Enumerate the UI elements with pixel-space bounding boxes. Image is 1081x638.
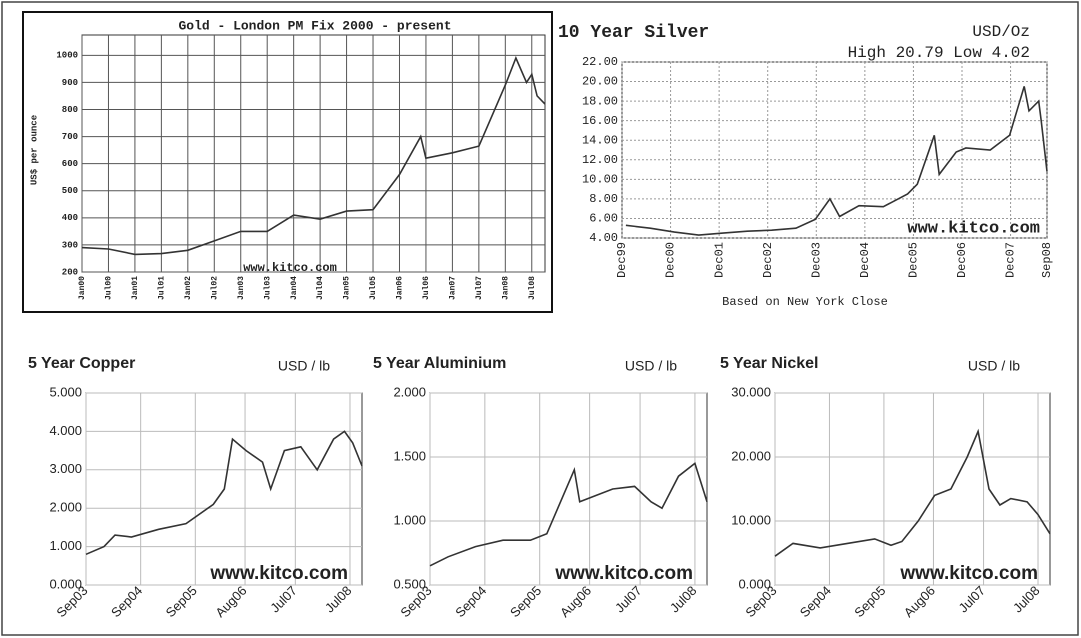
- x-tick-label: Jan06: [396, 276, 405, 300]
- price-line: [85, 430, 363, 556]
- x-tick-label: Jul01: [157, 276, 166, 300]
- high-low-label: High 20.79 Low 4.02: [848, 44, 1030, 62]
- y-tick-label: 20.000: [731, 448, 771, 463]
- chart-title: 10 Year Silver: [558, 23, 709, 43]
- y-tick-label: 1.500: [393, 448, 426, 463]
- watermark: www.kitco.com: [209, 563, 348, 584]
- chart-title: 5 Year Aluminium: [373, 355, 506, 372]
- y-tick-label: 900: [62, 78, 78, 88]
- x-tick-label: Jan00: [78, 276, 87, 300]
- y-tick-label: 4.00: [589, 231, 618, 245]
- y-tick-label: 30.000: [731, 384, 771, 399]
- x-tick-label: Jul00: [105, 276, 114, 300]
- x-tick-label: Jan04: [290, 276, 299, 300]
- plot-area: [81, 34, 546, 273]
- x-tick-label: Jan05: [343, 276, 352, 300]
- x-tick-label: Dec04: [858, 242, 872, 278]
- x-tick-label: Dec02: [761, 242, 775, 278]
- y-tick-label: 10.000: [731, 512, 771, 527]
- units-label: USD / lb: [278, 358, 330, 374]
- x-tick-label: Dec03: [809, 242, 823, 278]
- price-line: [429, 462, 708, 567]
- x-tick-label: Jul06: [422, 276, 431, 300]
- units-label: USD / lb: [968, 358, 1020, 374]
- y-tick-label: 500: [62, 186, 78, 196]
- y-tick-label: 14.00: [582, 133, 618, 147]
- y-tick-label: 2.000: [49, 500, 82, 515]
- watermark: www.kitco.com: [554, 563, 693, 584]
- y-axis-label: US$ per ounce: [29, 115, 39, 185]
- watermark: www.kitco.com: [907, 219, 1040, 238]
- y-tick-label: 0.500: [393, 576, 426, 591]
- plot-area: [429, 392, 708, 586]
- y-tick-label: 1.000: [393, 512, 426, 527]
- y-tick-label: 600: [62, 159, 78, 169]
- units-label: USD/Oz: [972, 23, 1030, 41]
- x-tick-label: Jul03: [263, 276, 272, 300]
- y-tick-label: 5.000: [49, 384, 82, 399]
- y-tick-label: 1000: [56, 51, 78, 61]
- y-tick-label: 16.00: [582, 114, 618, 128]
- price-line: [625, 86, 1048, 236]
- y-tick-label: 8.00: [589, 192, 618, 206]
- x-tick-label: Dec07: [1004, 242, 1018, 278]
- units-label: USD / lb: [625, 358, 677, 374]
- x-tick-label: Dec05: [907, 242, 921, 278]
- y-tick-label: 10.00: [582, 173, 618, 187]
- x-tick-label: Jul02: [210, 276, 219, 300]
- y-tick-label: 400: [62, 213, 78, 223]
- chart-title: Gold - London PM Fix 2000 - present: [178, 18, 451, 33]
- y-tick-label: 20.00: [582, 75, 618, 89]
- y-tick-label: 300: [62, 240, 78, 250]
- price-line: [81, 55, 546, 256]
- x-tick-label: Jul05: [369, 276, 378, 300]
- y-tick-label: 6.00: [589, 212, 618, 226]
- x-tick-label: Dec00: [664, 242, 678, 278]
- gold-frame: [22, 11, 553, 313]
- y-tick-label: 1.000: [49, 538, 82, 553]
- chart-title: 5 Year Copper: [28, 355, 135, 372]
- watermark: www.kitco.com: [243, 261, 337, 275]
- y-tick-label: 800: [62, 105, 78, 115]
- x-tick-label: Dec01: [712, 242, 726, 278]
- y-tick-label: 12.00: [582, 153, 618, 167]
- price-line: [774, 428, 1051, 557]
- x-axis-caption: Based on New York Close: [722, 295, 888, 309]
- y-tick-label: 2.000: [393, 384, 426, 399]
- y-tick-label: 0.000: [49, 576, 82, 591]
- y-tick-label: 3.000: [49, 461, 82, 476]
- y-tick-label: 200: [62, 267, 78, 277]
- y-tick-label: 22.00: [582, 55, 618, 69]
- x-tick-label: Jul04: [316, 276, 325, 300]
- x-tick-label: Jan07: [449, 276, 458, 300]
- x-tick-label: Jul07: [475, 276, 484, 300]
- y-tick-label: 18.00: [582, 94, 618, 108]
- x-tick-label: Dec06: [955, 242, 969, 278]
- y-tick-label: 4.000: [49, 423, 82, 438]
- x-tick-label: Jan03: [237, 276, 246, 300]
- x-tick-label: Jul08: [528, 276, 537, 300]
- x-tick-label: Jan02: [184, 276, 193, 300]
- x-tick-label: Sep08: [1040, 242, 1054, 278]
- x-tick-label: Jan01: [131, 276, 140, 300]
- plot-area: [774, 392, 1051, 586]
- x-tick-label: Jan08: [501, 276, 510, 300]
- chart-title: 5 Year Nickel: [720, 355, 818, 372]
- x-tick-label: Dec99: [615, 242, 629, 278]
- y-tick-label: 0.000: [738, 576, 771, 591]
- watermark: www.kitco.com: [899, 563, 1038, 584]
- y-tick-label: 700: [62, 132, 78, 142]
